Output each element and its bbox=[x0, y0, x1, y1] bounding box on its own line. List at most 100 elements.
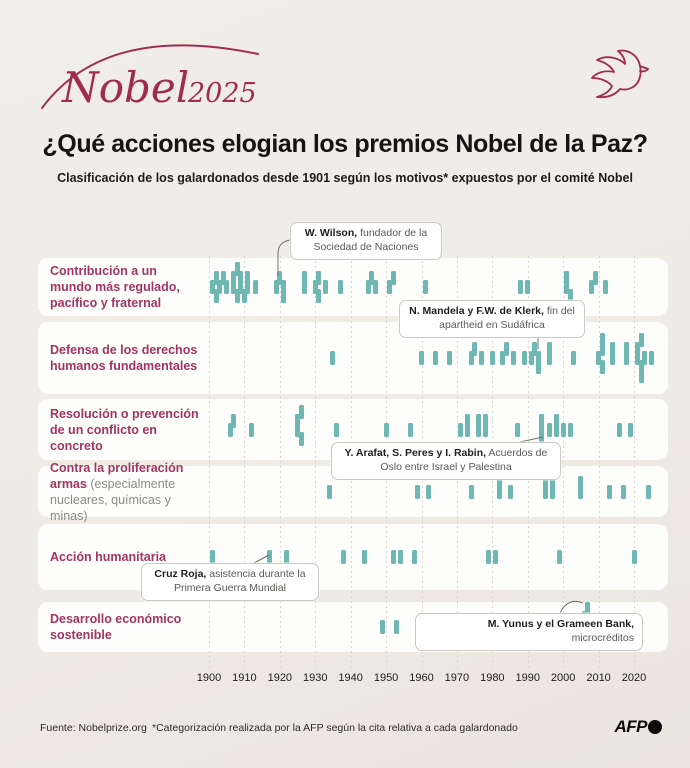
category-label: Contribución a un mundo más regulado, pa… bbox=[50, 258, 202, 316]
laureate-mark bbox=[408, 422, 414, 437]
laureate-mark bbox=[323, 280, 329, 294]
laureate-mark bbox=[546, 342, 552, 356]
laureate-mark bbox=[610, 351, 616, 365]
laureate-mark bbox=[535, 360, 541, 374]
laureate-mark bbox=[284, 550, 290, 564]
laureate-mark bbox=[518, 280, 524, 294]
decade-gridline bbox=[209, 256, 210, 668]
laureate-mark bbox=[627, 422, 633, 437]
laureate-mark bbox=[553, 413, 559, 428]
category-label-text: Defensa de los derechos humanos fundamen… bbox=[50, 343, 198, 373]
laureate-mark bbox=[546, 422, 552, 437]
laureate-mark bbox=[539, 422, 545, 437]
laureate-mark bbox=[500, 351, 506, 365]
laureate-mark bbox=[234, 262, 240, 276]
category-label-text: Contra la proliferación armas (especialm… bbox=[50, 460, 184, 523]
decade-gridline bbox=[563, 256, 565, 668]
laureate-mark bbox=[493, 550, 499, 564]
laureate-mark bbox=[589, 280, 594, 294]
category-label-text: Contribución a un mundo más regulado, pa… bbox=[50, 264, 180, 310]
callout-cruz-roja: Cruz Roja, asistencia durante la Primera… bbox=[141, 563, 319, 601]
callout-y-arafat-s-peres-y-i-rabin: Y. Arafat, S. Peres y I. Rabin, Acuerdos… bbox=[331, 442, 561, 480]
laureate-mark bbox=[624, 342, 630, 356]
laureate-mark bbox=[224, 280, 230, 294]
laureate-mark bbox=[210, 280, 216, 294]
laureate-mark bbox=[532, 342, 538, 356]
callout-name: W. Wilson, bbox=[304, 227, 358, 239]
axis-tick-label: 1920 bbox=[267, 672, 293, 684]
category-label: Defensa de los derechos humanos fundamen… bbox=[50, 322, 202, 394]
callout-description: Acuerdos de Oslo entre Israel y Palestin… bbox=[380, 447, 548, 473]
laureate-mark bbox=[220, 271, 226, 285]
laureate-mark bbox=[298, 404, 304, 419]
laureate-mark bbox=[596, 351, 602, 365]
decade-gridline bbox=[634, 256, 635, 668]
laureate-mark bbox=[252, 280, 258, 294]
logo-text: Nobel bbox=[61, 63, 189, 112]
axis-tick-label: 2000 bbox=[550, 672, 576, 684]
laureate-mark bbox=[550, 475, 556, 490]
laureate-mark bbox=[567, 289, 573, 303]
decade-gridline bbox=[315, 256, 317, 668]
page-subtitle: Clasificación de los galardonados desde … bbox=[57, 171, 633, 185]
laureate-mark bbox=[578, 475, 584, 490]
callout-description: fundador de la Sociedad de Naciones bbox=[313, 227, 428, 253]
laureate-mark bbox=[528, 351, 534, 365]
afp-logo-text: AFP bbox=[614, 717, 648, 736]
axis-tick-label: 2020 bbox=[621, 672, 647, 684]
laureate-mark bbox=[511, 351, 517, 365]
laureate-mark bbox=[217, 280, 223, 294]
callout-name: Y. Arafat, S. Peres y I. Rabin, bbox=[344, 447, 487, 459]
laureate-mark bbox=[578, 484, 584, 499]
category-card: Contribución a un mundo más regulado, pa… bbox=[38, 258, 668, 316]
laureate-mark bbox=[330, 351, 336, 365]
laureate-mark bbox=[372, 280, 378, 294]
laureate-mark bbox=[337, 280, 343, 294]
laureate-mark bbox=[227, 422, 233, 437]
laureate-mark bbox=[645, 484, 651, 499]
laureate-mark bbox=[592, 271, 598, 285]
axis-tick-label: 1930 bbox=[303, 672, 328, 684]
axis-tick-label: 1910 bbox=[232, 672, 257, 684]
laureate-mark bbox=[557, 550, 563, 564]
laureate-mark bbox=[334, 422, 339, 437]
laureate-mark bbox=[241, 289, 247, 303]
laureate-mark bbox=[426, 484, 432, 499]
category-label-subtext: (especialmente nucleares, químicas y min… bbox=[50, 476, 176, 523]
laureate-mark bbox=[213, 271, 219, 285]
callout-name: N. Mandela y F.W. de Klerk, bbox=[409, 305, 544, 317]
page-title: ¿Qué acciones elogian los premios Nobel … bbox=[42, 130, 648, 158]
laureate-mark bbox=[482, 413, 488, 428]
laureate-mark bbox=[504, 342, 509, 356]
logo-year: 2025 bbox=[187, 78, 257, 109]
laureate-mark bbox=[326, 484, 332, 499]
axis-tick-label: 1990 bbox=[515, 672, 540, 684]
laureate-mark bbox=[390, 550, 396, 564]
category-label: Desarrollo económico sostenible bbox=[50, 602, 202, 652]
logo-arc bbox=[41, 44, 259, 109]
category-label: Resolución o prevención de un conflicto … bbox=[50, 399, 202, 460]
laureate-mark bbox=[496, 475, 502, 490]
laureate-mark bbox=[295, 422, 301, 437]
laureate-mark bbox=[468, 484, 474, 499]
axis-tick-label: 1970 bbox=[444, 672, 470, 684]
laureate-mark bbox=[312, 280, 318, 294]
callout-w-wilson: W. Wilson, fundador de la Sociedad de Na… bbox=[290, 222, 442, 260]
laureate-mark bbox=[486, 550, 492, 564]
laureate-mark bbox=[433, 351, 439, 365]
laureate-mark bbox=[302, 280, 308, 294]
axis-tick-label: 1950 bbox=[373, 672, 399, 684]
callout-description: asistencia durante la Primera Guerra Mun… bbox=[173, 568, 306, 594]
laureate-mark bbox=[415, 484, 421, 499]
laureate-mark bbox=[585, 602, 591, 616]
laureate-mark bbox=[542, 475, 548, 490]
afp-logo: AFP bbox=[614, 717, 662, 737]
laureate-mark bbox=[419, 351, 424, 365]
laureate-mark bbox=[273, 280, 279, 294]
laureate-mark bbox=[631, 550, 637, 564]
laureate-mark bbox=[610, 342, 616, 356]
laureate-mark bbox=[635, 351, 641, 365]
laureate-mark bbox=[365, 280, 371, 294]
laureate-mark bbox=[560, 422, 566, 437]
laureate-mark bbox=[341, 550, 347, 564]
